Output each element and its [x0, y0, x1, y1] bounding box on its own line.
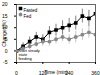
svg-text:20: 20	[2, 1, 8, 7]
svg-text:360: 360	[91, 70, 100, 75]
svg-text:15: 15	[2, 13, 8, 19]
svg-text:Time (min): Time (min)	[44, 69, 68, 75]
svg-text:Start steadystatefeeding: Start steadystatefeeding	[19, 48, 40, 61]
svg-text:0: 0	[15, 70, 18, 75]
svg-text:0: 0	[5, 48, 8, 54]
svg-text:-5: -5	[3, 59, 8, 65]
svg-text:Change (%): Change (%)	[1, 20, 7, 47]
svg-text:Fasted: Fasted	[24, 8, 38, 13]
svg-text:Fed: Fed	[24, 14, 32, 19]
